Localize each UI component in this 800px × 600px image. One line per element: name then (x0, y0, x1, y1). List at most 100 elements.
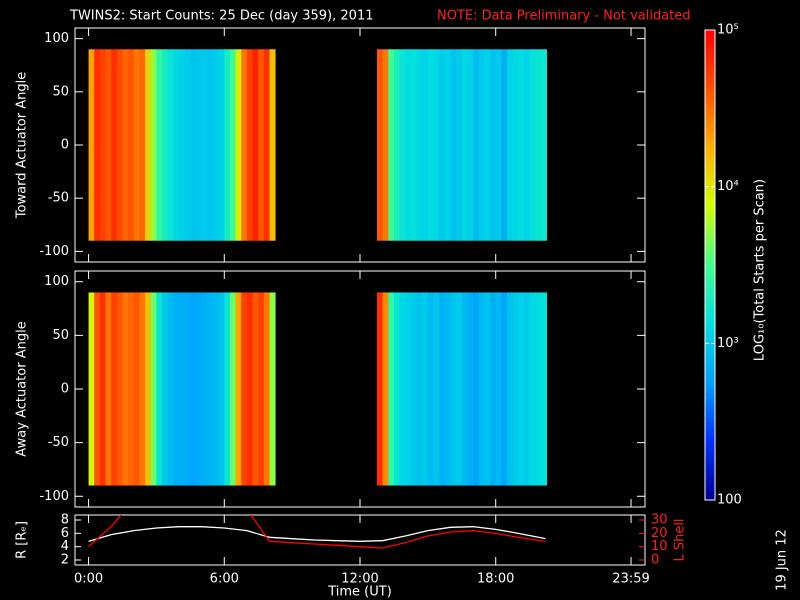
heatmap-cell (376, 292, 384, 486)
heatmap-cell (495, 49, 502, 241)
heatmap-cell (507, 49, 514, 241)
heatmap-cell (162, 292, 169, 486)
heatmap-cell (456, 49, 463, 241)
heatmap-cell (246, 292, 253, 486)
heatmap-cell (410, 292, 417, 486)
heatmap-cell (456, 292, 463, 486)
colorbar-tick-label: 100 (717, 493, 742, 508)
x-tick-label: 0:00 (74, 572, 103, 587)
heatmap-cell (376, 49, 384, 241)
heatmap-cell (99, 49, 106, 241)
heatmap-cell (450, 292, 457, 486)
heatmap-cell (179, 49, 186, 241)
chart-title: TWINS2: Start Counts: 25 Dec (day 359), … (69, 9, 373, 24)
heatmap-cell (150, 49, 157, 241)
heatmap-cell (111, 292, 118, 486)
heatmap-cell (184, 292, 191, 486)
colorbar-tick-label: 10⁵ (717, 23, 739, 38)
heatmap-cell (461, 49, 468, 241)
heatmap-cell (495, 292, 502, 486)
heatmap-cell (150, 292, 157, 486)
heatmap-cell (444, 49, 451, 241)
heatmap-cell (212, 292, 220, 486)
y2-tick-label: 30 (651, 513, 668, 528)
y-tick-label: -50 (48, 191, 69, 206)
heatmap-cell (540, 292, 548, 486)
heatmap-cell (269, 292, 276, 486)
heatmap-cell (190, 49, 197, 241)
x-tick-label: 12:00 (341, 572, 378, 587)
heatmap-cell (145, 292, 152, 486)
heatmap-cell (229, 292, 236, 486)
colorbar-label: LOG₁₀(Total Starts per Scan) (753, 179, 768, 361)
y-axis-label: Toward Actuator Angle (15, 72, 30, 219)
heatmap-cell (535, 292, 542, 486)
y2-tick-label: 0 (651, 553, 659, 568)
heatmap-cell (540, 49, 548, 241)
heatmap-cell (88, 292, 95, 486)
y-tick-label: -100 (39, 489, 69, 504)
y-tick-label: 6 (61, 526, 69, 541)
heatmap-cell (399, 292, 406, 486)
heatmap-cell (139, 292, 146, 486)
heatmap-cell (201, 49, 208, 241)
heatmap-cell (478, 292, 485, 486)
heatmap-cell (156, 49, 163, 241)
y-tick-label: -50 (48, 435, 69, 450)
y-axis-label: R [Rₑ] (15, 521, 30, 559)
heatmap-cell (229, 49, 236, 241)
heatmap-cell (393, 49, 400, 241)
heatmap-cell (196, 49, 203, 241)
heatmap-cell (224, 49, 231, 241)
y-tick-label: 100 (44, 274, 69, 289)
heatmap-cell (490, 292, 497, 486)
heatmap-cell (490, 49, 497, 241)
heatmap-cell (433, 292, 440, 486)
heatmap-cell (116, 292, 123, 486)
heatmap-cell (439, 292, 446, 486)
heatmap-cell (484, 292, 491, 486)
heatmap-cell (507, 292, 514, 486)
heatmap-cell (484, 49, 491, 241)
heatmap-cell (173, 292, 180, 486)
heatmap-cell (512, 292, 519, 486)
y-axis-label: Away Actuator Angle (15, 321, 30, 456)
heatmap-cell (523, 49, 531, 241)
heatmap-cell (269, 49, 276, 241)
heatmap-cell (252, 49, 259, 241)
heatmap-cell (416, 49, 423, 241)
heatmap-cell (422, 49, 429, 241)
heatmap-cell (207, 49, 214, 241)
y-tick-label: 100 (44, 31, 69, 46)
y-tick-label: 4 (61, 539, 69, 554)
heatmap-cell (388, 292, 395, 486)
heatmap-cell (263, 292, 270, 486)
heatmap-cell (246, 49, 253, 241)
heatmap-cell (145, 49, 152, 241)
y-tick-label: 50 (52, 328, 69, 343)
heatmap-cell (501, 49, 508, 241)
heatmap-cell (422, 292, 429, 486)
heatmap-cell (212, 49, 220, 241)
annotation: NOTE: Data Preliminary - Not validated (437, 9, 691, 24)
heatmap-cell (111, 49, 118, 241)
heatmap-cell (405, 49, 412, 241)
heatmap-cell (167, 49, 174, 241)
heatmap-cell (88, 49, 95, 241)
line-group (88, 515, 546, 549)
heatmap-cell (529, 49, 536, 241)
heatmap-cell (263, 49, 270, 241)
heatmap-cell (241, 49, 248, 241)
y-tick-label: 0 (61, 382, 69, 397)
heatmap-cell (416, 292, 423, 486)
x-tick-label: 18:00 (477, 572, 514, 587)
heatmap-cell (167, 292, 174, 486)
colorbar-tick-label: 10³ (717, 336, 739, 351)
heatmap-cell (139, 49, 146, 241)
heatmap-cell (105, 292, 112, 486)
heatmap-cell (467, 292, 474, 486)
heatmap-cell (190, 292, 197, 486)
heatmap-cell (444, 292, 451, 486)
